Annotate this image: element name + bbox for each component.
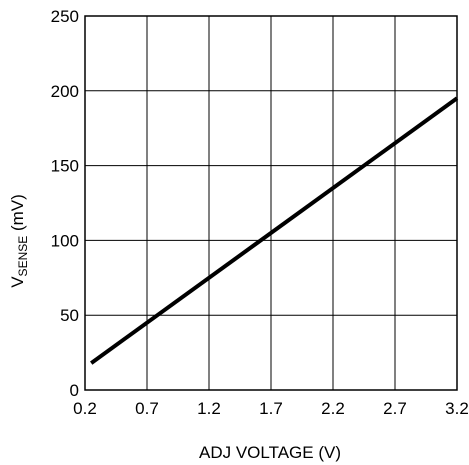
- plot-frame: [84, 15, 458, 391]
- x-tick-label-4: 2.2: [321, 399, 345, 418]
- y-axis-label-subscript: SENSE: [16, 236, 30, 277]
- y-tick-label-5: 250: [51, 7, 79, 26]
- y-axis-label: VSENSE (mV): [8, 194, 30, 288]
- series-group: [90, 96, 459, 365]
- y-tick-labels: 0 50 100 150 200 250: [51, 7, 79, 400]
- x-tick-labels: 0.2 0.7 1.2 1.7 2.2 2.7 3.2: [73, 399, 469, 418]
- x-tick-label-1: 0.7: [135, 399, 159, 418]
- y-tick-label-1: 50: [60, 306, 79, 325]
- y-tick-label-4: 200: [51, 82, 79, 101]
- x-axis-label: ADJ VOLTAGE (V): [199, 443, 341, 462]
- x-tick-label-6: 3.2: [445, 399, 469, 418]
- y-axis-label-unit: (mV): [8, 194, 27, 236]
- x-tick-label-5: 2.7: [383, 399, 407, 418]
- y-tick-label-0: 0: [70, 381, 79, 400]
- y-axis-label-main: V: [8, 276, 27, 288]
- grid: [84, 15, 458, 391]
- y-tick-label-3: 150: [51, 157, 79, 176]
- series-line-0: [90, 96, 459, 365]
- x-tick-label-2: 1.2: [197, 399, 221, 418]
- x-tick-label-0: 0.2: [73, 399, 97, 418]
- x-tick-label-3: 1.7: [259, 399, 283, 418]
- y-tick-label-2: 100: [51, 231, 79, 250]
